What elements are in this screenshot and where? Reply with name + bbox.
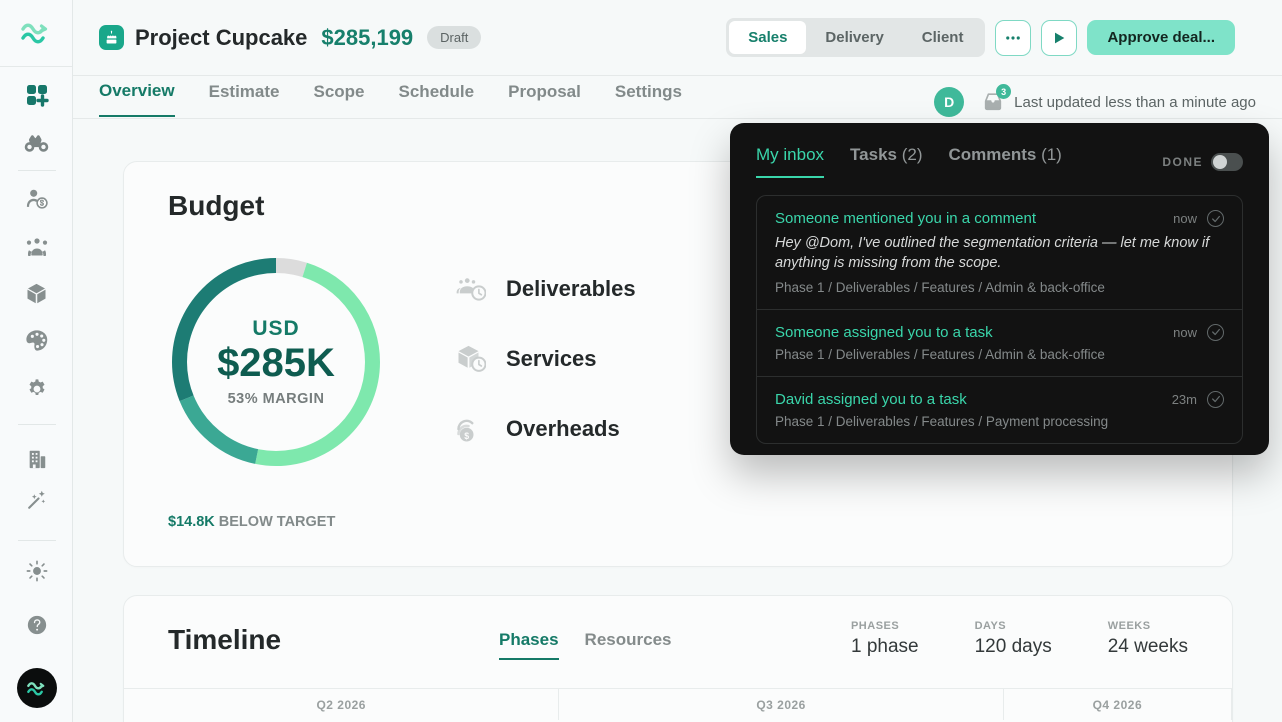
svg-text:$: $: [464, 431, 469, 441]
